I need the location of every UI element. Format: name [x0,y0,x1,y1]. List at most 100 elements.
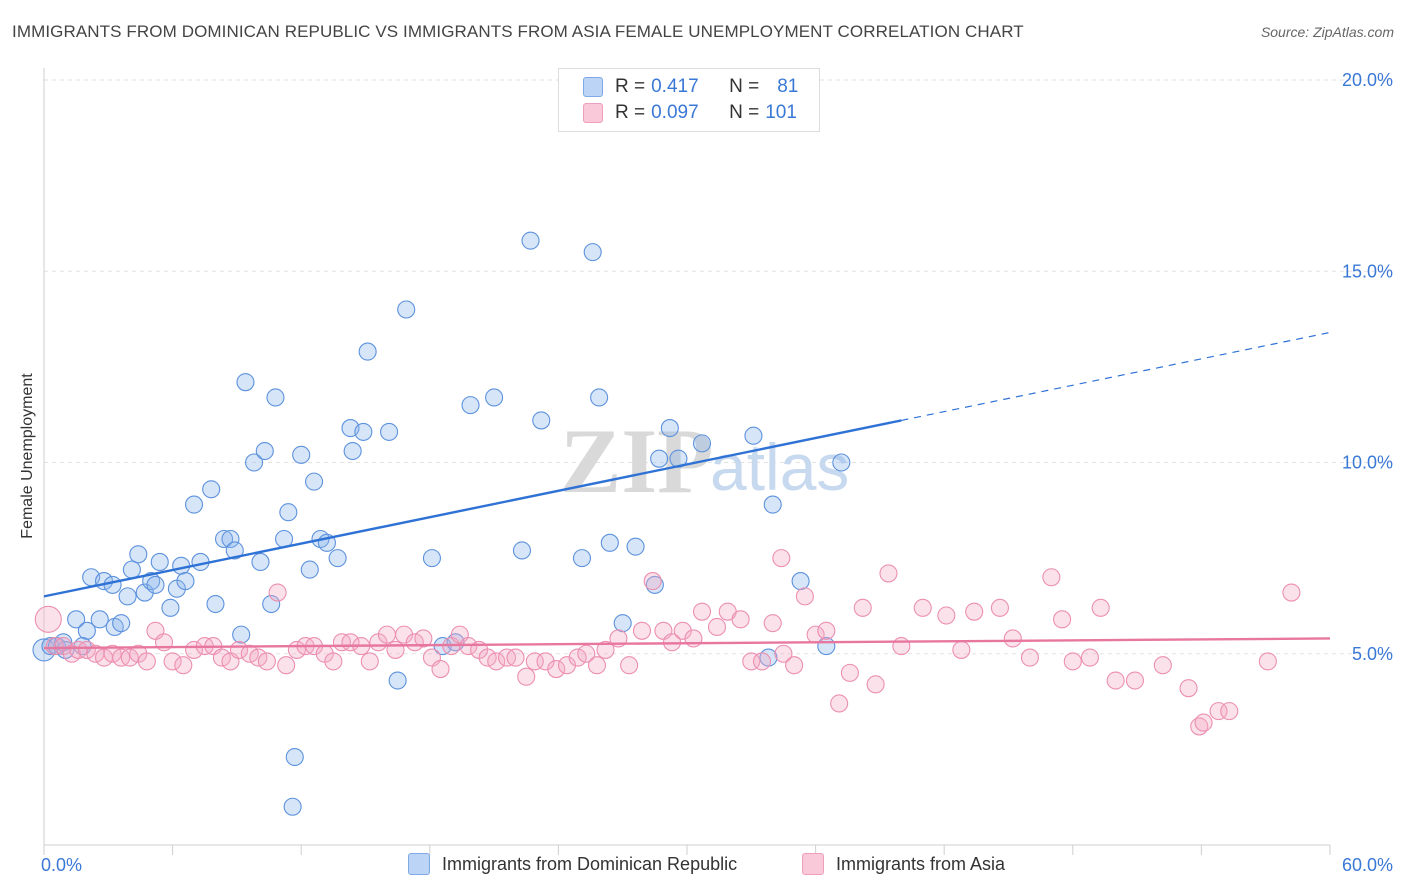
data-point [328,549,347,568]
data-point [174,656,193,675]
data-point [879,564,898,583]
legend-n-label: N = [729,76,760,97]
data-point [613,614,632,633]
data-point [414,629,433,648]
data-point [343,441,362,461]
data-point [795,587,814,606]
data-point [626,537,645,556]
data-point [774,644,793,663]
data-point [285,747,304,767]
trend-line-dominican-republic [43,419,902,598]
source-credit: Source: ZipAtlas.com [1260,24,1394,40]
data-point [431,659,450,679]
data-point [461,396,480,415]
data-point [853,598,872,617]
data-point [422,549,441,568]
data-point [225,541,244,560]
data-point [112,614,131,633]
bottom-legend-label: Immigrants from Dominican Republic [442,853,738,874]
data-point [547,659,566,679]
data-point [163,652,182,671]
grid-lines [44,79,1394,655]
data-point [90,610,109,629]
data-point [1209,702,1228,721]
data-point [660,419,679,438]
data-point [135,583,154,602]
data-point [236,373,255,392]
data-point [590,388,609,407]
legend-row-dominican-republic: R = 0.417 N = 81 [583,74,798,100]
data-point [1020,648,1039,667]
data-point [692,434,712,453]
data-point [305,472,324,491]
data-point [67,610,86,629]
watermark-atlas: atlas [710,430,849,504]
chart-title: IMMIGRANTS FROM DOMINICAN REPUBLIC VS IM… [12,22,1024,41]
data-point [568,648,587,667]
y-tick-label: 10.0% [1342,453,1393,473]
data-point [650,449,669,468]
watermark-zip: ZIP [560,410,713,512]
series-asia [34,549,1301,736]
bottom-legend-swatch-pink [802,853,824,875]
data-point [487,652,506,671]
y-tick-label: 15.0% [1342,261,1393,281]
data-point [1258,652,1277,671]
axes [43,68,1331,855]
data-point [742,652,761,671]
series-dominican-republic [32,231,851,816]
data-point [77,640,96,659]
bottom-legend-swatch-blue [408,853,430,875]
legend-row-asia: R = 0.097 N = 101 [583,100,797,126]
data-point [817,621,836,640]
data-point [300,560,319,579]
data-point [103,644,122,663]
data-point [358,342,377,361]
data-point [577,644,596,663]
data-point [212,648,231,667]
data-point [268,583,287,602]
data-point [892,637,911,656]
bottom-legend-asia: Immigrants from Asia [802,852,1005,876]
data-point [840,663,859,682]
tick-labels: 5.0% 10.0% 15.0% 20.0% 0.0% 60.0% [41,70,1393,875]
data-point [763,495,782,514]
data-point [354,422,373,441]
data-point [517,667,536,686]
data-point [785,656,804,675]
trend-line-dominican-republic-extension [901,331,1331,422]
data-point [184,495,204,514]
data-point [1153,656,1172,675]
legend-swatch-blue [583,77,603,97]
data-point [632,621,652,640]
legend-r-value: 0.097 [651,102,699,123]
data-point [1003,629,1022,648]
legend-n-label: N = [729,102,760,123]
legend-r-label: R = [615,76,646,97]
data-point [214,529,234,549]
data-point [221,529,240,549]
data-point [673,621,692,640]
data-point [1042,568,1061,587]
data-point [1125,671,1145,690]
data-point [257,652,276,671]
data-point [240,644,259,663]
data-point [485,388,504,407]
x-tick-label: 60.0% [1342,855,1393,875]
data-point [277,656,296,675]
data-point [34,605,62,633]
legend-swatch-pink [583,103,603,123]
data-point [600,533,619,552]
data-point [707,617,727,637]
data-point [913,598,932,617]
data-point [965,602,984,621]
data-point [249,648,268,667]
data-point [380,422,399,441]
data-point [386,640,405,659]
trend-lines [43,331,1331,650]
data-point [266,388,285,407]
data-point [866,675,885,694]
data-point [525,652,544,671]
data-point [1220,702,1239,721]
legend-r-label: R = [615,102,646,123]
